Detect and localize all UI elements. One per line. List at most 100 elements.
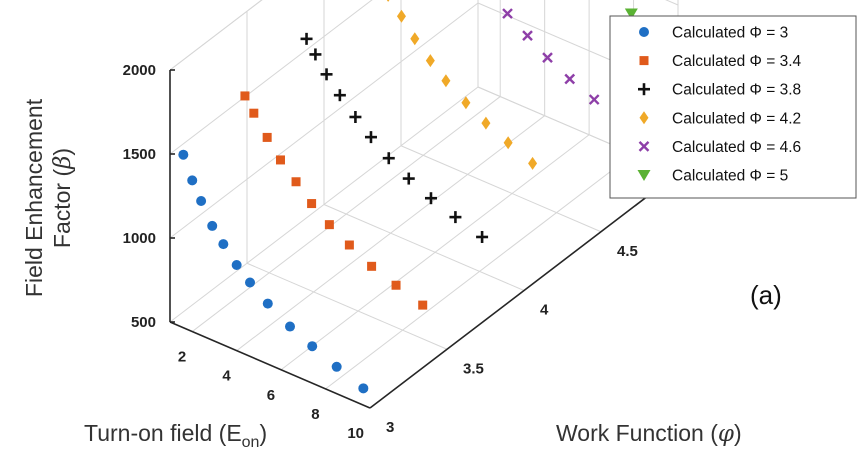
data-point: [349, 110, 362, 123]
x-axis-line: [169, 321, 371, 409]
data-point: [503, 136, 513, 150]
legend-entry: Calculated Φ = 5: [672, 168, 788, 185]
points-layer: [178, 0, 663, 394]
panel-label: (a): [750, 280, 782, 310]
data-point: [262, 132, 272, 142]
legend-entry: Calculated Φ = 4.6: [672, 139, 801, 156]
legend: Calculated Φ = 3 Calculated Φ = 3.4 Calcul…: [609, 15, 857, 199]
floor-grid-line: [400, 145, 602, 233]
data-point: [418, 300, 428, 310]
data-point: [285, 321, 295, 332]
floor-grid-line: [246, 262, 448, 350]
data-point: [207, 220, 218, 231]
z-axis-label-line2: Factor (β): [49, 148, 76, 248]
data-point: [196, 195, 207, 206]
x-tick-label: 2: [178, 349, 186, 366]
z-tick-label: 2000: [123, 62, 156, 79]
y-tick-label: 3.5: [463, 360, 484, 377]
data-point: [275, 155, 285, 165]
grid-layer: [169, 0, 679, 409]
data-point: [396, 9, 406, 23]
data-point: [249, 108, 259, 118]
data-point: [300, 32, 313, 45]
data-point: [344, 240, 354, 250]
legend-box: [609, 15, 857, 199]
x-axis-label-text: Turn-on field (E: [84, 420, 242, 446]
data-point: [542, 52, 553, 64]
data-point: [291, 177, 301, 187]
series-3: [300, 32, 489, 243]
data-point: [564, 73, 576, 85]
y-axis-label-end: ): [734, 420, 742, 446]
data-point: [624, 8, 638, 20]
legend-entry: Calculated Φ = 4.2: [672, 110, 801, 127]
y-axis-label: Work Function (φ): [556, 420, 742, 447]
x-axis-label: Turn-on field (Eon): [84, 420, 267, 451]
box-edge: [169, 0, 263, 71]
data-point: [231, 259, 242, 270]
series-5: [502, 8, 600, 105]
x-tick-label: 8: [311, 406, 319, 423]
y-axis-label-text: Work Function (: [556, 420, 718, 446]
series-2: [240, 91, 428, 310]
data-point: [240, 91, 250, 101]
legend-items: Calculated Φ = 3 Calculated Φ = 3.4 Calcul…: [637, 25, 802, 185]
x-tick-label: 6: [267, 387, 275, 404]
z-axis-label-end: ): [49, 148, 75, 156]
x-tick-label: 4: [222, 368, 231, 385]
legend-marker: [637, 170, 651, 181]
data-point: [262, 298, 273, 309]
y-tick-label: 3: [386, 419, 394, 436]
legend-marker: [638, 83, 650, 96]
data-point: [386, 0, 390, 2]
data-point: [410, 32, 420, 46]
data-point: [528, 156, 538, 170]
data-point: [449, 211, 462, 224]
data-point: [364, 131, 377, 144]
z-tick-label: 1500: [123, 146, 156, 163]
data-point: [307, 199, 317, 209]
data-point: [307, 341, 318, 352]
data-point: [522, 30, 533, 41]
data-point: [461, 96, 471, 110]
z-tick-label: 1000: [123, 230, 156, 247]
side-wall-grid-line: [169, 86, 479, 323]
data-point: [425, 54, 435, 68]
data-point: [382, 152, 395, 165]
legend-entry: Calculated Φ = 3: [672, 25, 788, 42]
data-point: [476, 230, 489, 243]
data-point: [424, 192, 437, 205]
x-tick-label: 10: [347, 425, 364, 442]
back-wall-grid-line: [665, 0, 679, 6]
side-wall-grid-line: [169, 2, 479, 239]
data-point: [367, 261, 377, 271]
series-1: [178, 149, 369, 394]
z-axis-label-symbol: β: [50, 156, 76, 170]
data-point: [309, 48, 322, 61]
z-tick-label: 500: [131, 314, 156, 331]
data-point: [588, 94, 600, 105]
legend-entry: Calculated Φ = 3.8: [672, 82, 801, 99]
legend-entry: Calculated Φ = 3.4: [672, 53, 802, 70]
y-axis-line: [369, 172, 679, 409]
axes-layer: [169, 69, 679, 409]
legend-marker: [638, 141, 650, 152]
legend-marker: [639, 27, 649, 37]
series-4: [386, 0, 538, 170]
data-point: [358, 383, 369, 394]
data-point: [324, 220, 334, 230]
y-tick-label: 4.5: [617, 243, 638, 260]
data-point: [481, 116, 491, 130]
z-axis-label-line1: Field Enhancement: [21, 98, 47, 297]
side-wall-grid-line: [169, 0, 373, 155]
data-point: [402, 172, 415, 185]
x-axis-label-end: ): [259, 420, 267, 446]
x-axis-label-sub: on: [242, 434, 260, 451]
data-point: [331, 361, 342, 372]
y-tick-label: 4: [540, 302, 549, 319]
legend-marker: [639, 111, 649, 125]
data-point: [502, 8, 513, 19]
